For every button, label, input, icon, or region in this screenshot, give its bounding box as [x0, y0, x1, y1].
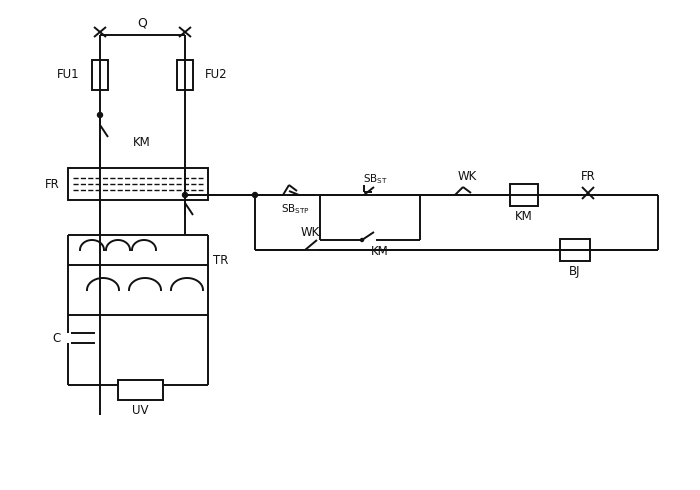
Text: WK: WK — [457, 171, 477, 183]
Bar — [177, 60, 193, 90]
Text: WK: WK — [300, 225, 320, 239]
Bar — [68, 168, 208, 200]
Circle shape — [97, 113, 102, 118]
Bar — [92, 60, 108, 90]
Text: BJ: BJ — [569, 265, 581, 277]
Text: C: C — [52, 332, 61, 344]
Text: FR: FR — [580, 171, 596, 183]
Text: KM: KM — [371, 245, 389, 259]
Text: KM: KM — [515, 210, 533, 222]
Bar — [510, 184, 538, 206]
Circle shape — [253, 193, 258, 197]
Text: TR: TR — [213, 253, 228, 267]
Text: Q: Q — [137, 17, 147, 29]
Text: FR: FR — [46, 177, 60, 191]
Text: SB$_{\mathsf{ST}}$: SB$_{\mathsf{ST}}$ — [363, 172, 387, 186]
Circle shape — [183, 193, 188, 197]
Text: SB$_{\mathsf{STP}}$: SB$_{\mathsf{STP}}$ — [281, 202, 309, 216]
Circle shape — [360, 239, 363, 242]
Text: KM: KM — [133, 137, 151, 149]
Text: FU2: FU2 — [205, 69, 228, 81]
Bar — [118, 380, 163, 400]
Text: UV: UV — [132, 403, 148, 416]
Text: FU1: FU1 — [57, 69, 80, 81]
Bar — [560, 239, 590, 261]
